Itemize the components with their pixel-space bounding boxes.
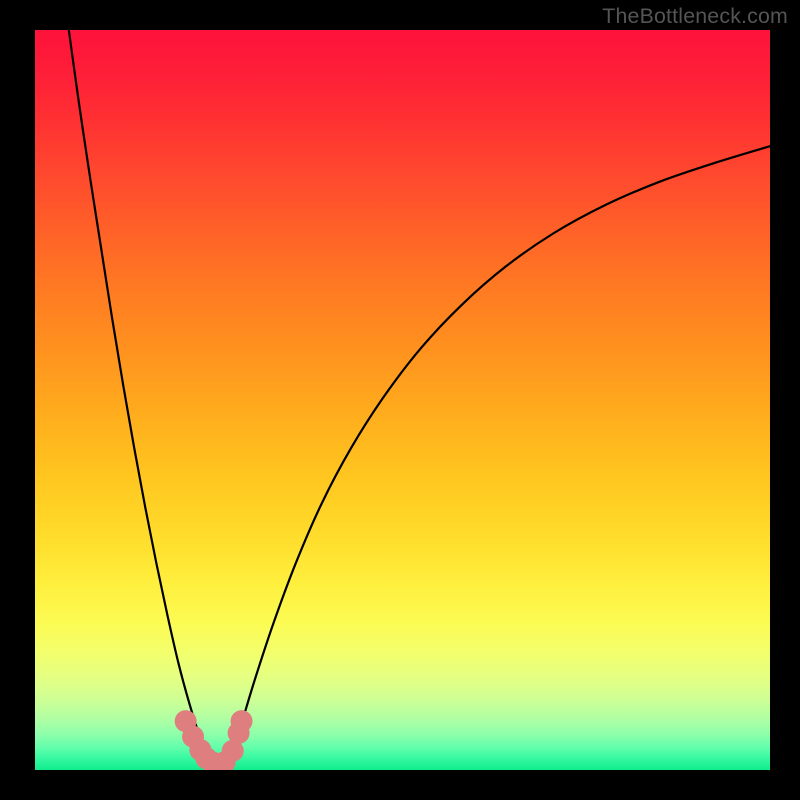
plot-svg xyxy=(0,0,800,800)
plot-background xyxy=(35,30,770,770)
marker-dot xyxy=(231,710,253,732)
chart-stage: TheBottleneck.com xyxy=(0,0,800,800)
